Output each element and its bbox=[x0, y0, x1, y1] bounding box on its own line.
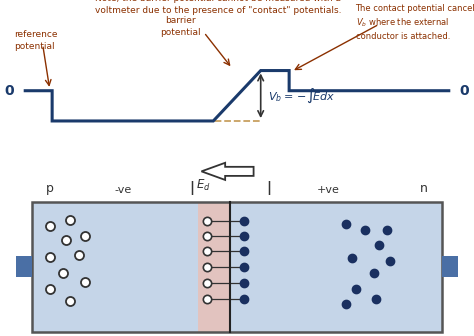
Text: $V_b = -\!\int\! Edx$: $V_b = -\!\int\! Edx$ bbox=[268, 87, 335, 105]
Text: +ve: +ve bbox=[317, 185, 339, 195]
Text: |: | bbox=[266, 181, 272, 195]
Text: p: p bbox=[46, 182, 54, 195]
FancyArrow shape bbox=[201, 163, 254, 180]
Text: n: n bbox=[420, 182, 428, 195]
Bar bbox=[198, 202, 230, 332]
Text: |: | bbox=[189, 181, 194, 195]
Text: barrier
potential: barrier potential bbox=[160, 16, 201, 37]
Bar bbox=[32, 202, 230, 332]
Text: 0: 0 bbox=[5, 84, 14, 98]
Bar bbox=[16, 256, 32, 278]
Text: 0: 0 bbox=[460, 84, 469, 98]
Bar bbox=[230, 202, 442, 332]
Text: -ve: -ve bbox=[115, 185, 132, 195]
Text: Note, the barrier potential cannot be measured with a
voltmeter due to the prese: Note, the barrier potential cannot be me… bbox=[95, 0, 341, 15]
Text: $E_d$: $E_d$ bbox=[196, 178, 211, 193]
Bar bbox=[442, 256, 458, 278]
Text: The contact potential cancels
$V_b$ where the external
conductor is attached.: The contact potential cancels $V_b$ wher… bbox=[356, 4, 474, 41]
Text: reference
potential: reference potential bbox=[14, 30, 58, 51]
